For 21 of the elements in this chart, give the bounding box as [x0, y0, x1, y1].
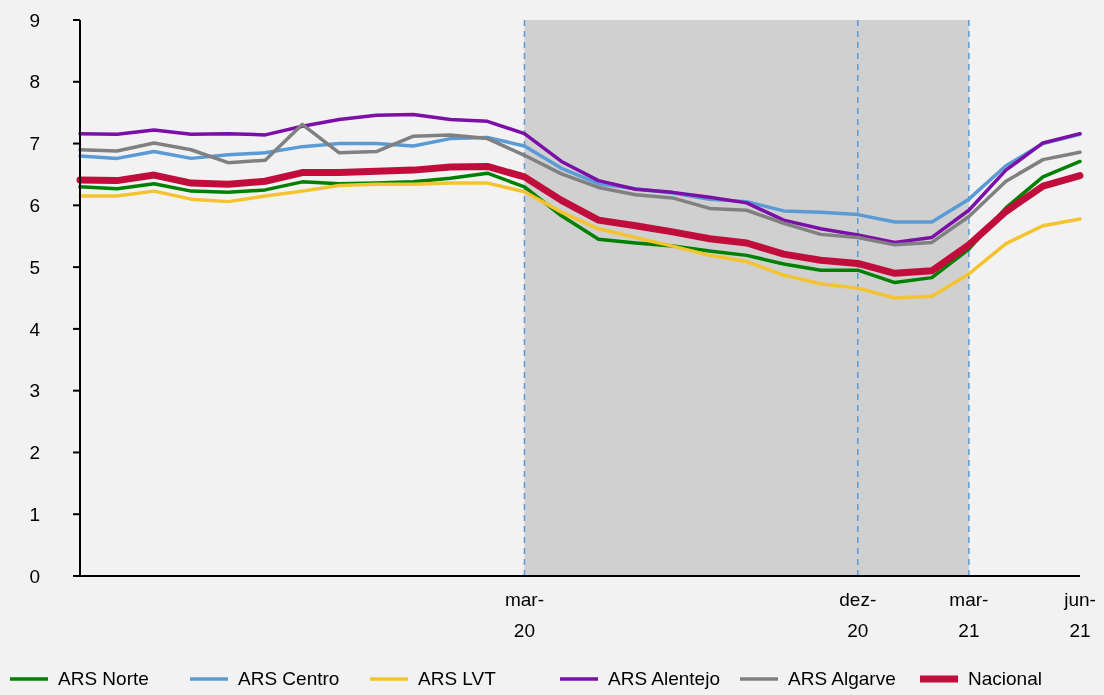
legend-label: ARS Norte [58, 668, 149, 689]
y-tick-label: 3 [29, 380, 40, 402]
legend-label: ARS Centro [238, 668, 340, 689]
y-tick-label: 2 [29, 442, 40, 464]
line-series [78, 181, 1082, 300]
y-tick-label: 9 [29, 9, 40, 31]
y-tick-label: 0 [29, 565, 40, 587]
y-tick-label: 7 [29, 133, 40, 155]
x-tick-label: mar-20 [504, 589, 544, 641]
y-tick-label: 8 [29, 71, 40, 93]
legend-label: Nacional [968, 668, 1042, 689]
x-tick-label: mar-21 [949, 589, 989, 641]
x-tick-label: jun-21 [1063, 589, 1096, 641]
y-tick-label: 5 [29, 256, 40, 278]
y-tick-label: 6 [29, 194, 40, 216]
legend-label: ARS Algarve [788, 668, 896, 689]
legend-label: ARS LVT [418, 668, 497, 689]
legend-label: ARS Alentejo [608, 668, 720, 689]
x-tick-label: dez-20 [839, 589, 877, 641]
y-tick-label: 1 [29, 503, 40, 525]
y-tick-label: 4 [29, 318, 41, 340]
